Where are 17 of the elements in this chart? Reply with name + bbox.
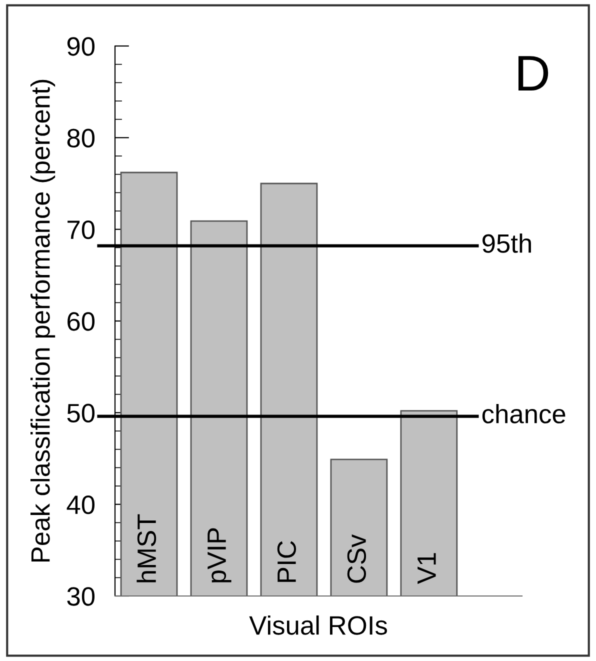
y-tick-label: 90	[67, 37, 95, 56]
y-tick-label: 50	[67, 404, 95, 422]
x-tick-label: hMST	[136, 514, 156, 582]
y-tick-label: 80	[67, 128, 95, 148]
x-tick-label: V1	[418, 553, 436, 584]
text: D	[518, 56, 548, 90]
ref-line-label: chance	[482, 404, 566, 424]
x-tick-label: pVIP	[208, 528, 232, 582]
ref-line-label: 95th	[482, 234, 531, 253]
y-tick-label: 60	[68, 312, 95, 331]
x-tick-label: PIC	[277, 541, 296, 582]
x-axis-title: Visual ROIs	[249, 615, 387, 635]
y-tick-label: 30	[67, 587, 95, 606]
y-tick-label: 40	[66, 495, 95, 514]
y-axis-title: Peak classification performance (percent)	[30, 80, 56, 562]
x-tick-label: CSv	[347, 534, 366, 583]
y-tick-label: 70	[68, 220, 95, 240]
